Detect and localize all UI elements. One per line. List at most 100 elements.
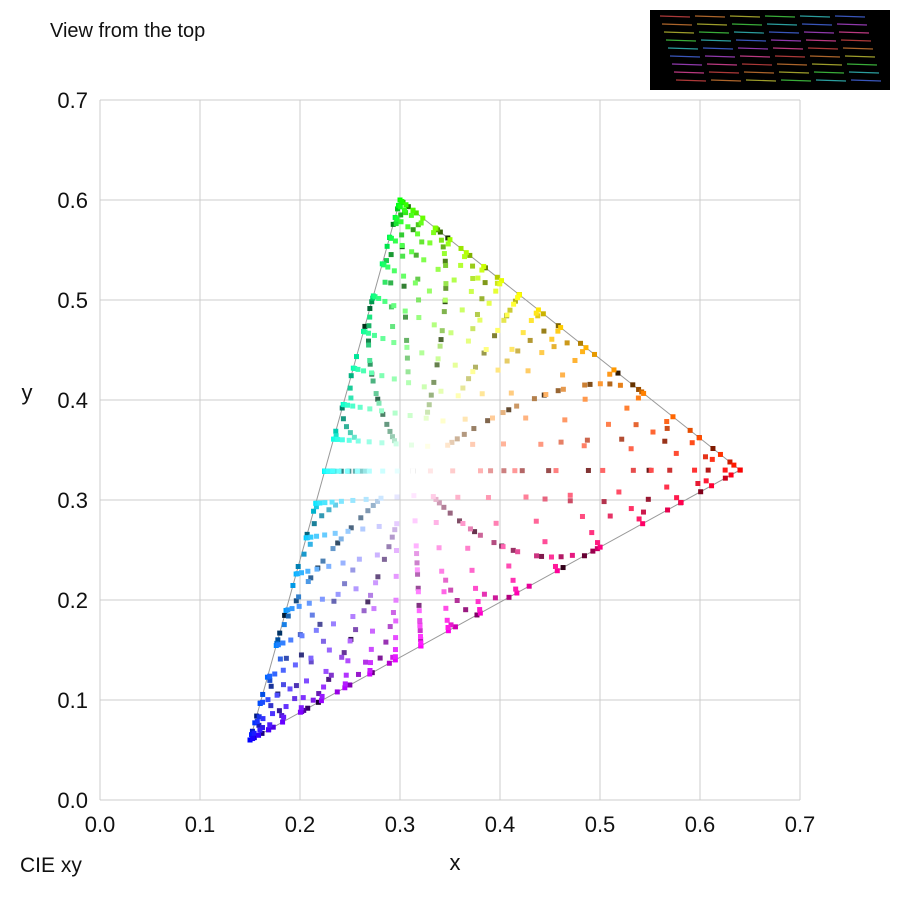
color-point (277, 656, 283, 662)
color-point (399, 232, 405, 238)
color-point (611, 367, 617, 373)
color-point (338, 498, 344, 504)
color-point (432, 225, 438, 231)
color-point (410, 468, 416, 474)
color-point (383, 258, 389, 264)
color-point (457, 518, 463, 524)
color-point (412, 280, 418, 286)
color-point (413, 210, 419, 216)
color-point (415, 231, 421, 237)
color-point (552, 563, 558, 569)
y-tick-label: 0.5 (57, 288, 88, 313)
color-point (579, 513, 585, 519)
color-point (597, 544, 603, 550)
color-point (317, 621, 323, 627)
color-point (595, 540, 601, 546)
color-point (351, 434, 357, 440)
color-point (440, 418, 446, 424)
color-point (439, 568, 445, 574)
color-point (348, 395, 354, 401)
color-point (379, 440, 385, 446)
color-point (628, 446, 634, 452)
color-point (305, 568, 311, 574)
color-point (357, 404, 363, 410)
color-point (334, 689, 340, 695)
color-point (569, 552, 575, 558)
color-point (448, 587, 454, 593)
color-point (323, 668, 329, 674)
thumbnail-line (776, 63, 808, 66)
color-point (441, 251, 447, 257)
color-point (299, 570, 305, 576)
color-point (342, 681, 348, 687)
color-point (427, 240, 433, 246)
color-point (678, 500, 684, 506)
color-point (475, 599, 481, 605)
color-point (416, 602, 422, 608)
color-point (283, 655, 289, 661)
color-point (347, 638, 353, 644)
color-point (436, 545, 442, 551)
color-point (581, 553, 587, 559)
color-point (461, 431, 467, 437)
color-point (539, 553, 545, 559)
color-point (256, 714, 262, 720)
colorspace-caption: CIE xy (20, 854, 82, 877)
color-point (737, 467, 743, 473)
color-point (276, 708, 282, 714)
color-point (515, 549, 521, 555)
color-point (664, 484, 670, 490)
color-point (443, 605, 449, 611)
thumbnail-line (671, 63, 703, 66)
color-point (607, 381, 613, 387)
color-point (287, 686, 293, 692)
color-point (444, 617, 450, 623)
thumbnail-line (768, 31, 800, 34)
color-point (363, 659, 369, 665)
color-point (285, 613, 291, 619)
color-point (389, 534, 395, 540)
color-point (345, 658, 351, 664)
thumbnail-line (848, 71, 880, 74)
color-point (354, 468, 360, 474)
color-point (601, 499, 607, 505)
color-point (414, 551, 420, 557)
color-point (381, 556, 387, 562)
color-point (275, 642, 281, 648)
color-point (247, 737, 253, 743)
color-point (368, 592, 374, 598)
color-point (333, 502, 339, 508)
color-point (512, 468, 518, 474)
color-point (687, 427, 693, 433)
color-point (633, 422, 639, 428)
color-point (393, 548, 399, 554)
color-point (343, 672, 349, 678)
color-point (493, 520, 499, 526)
color-point (248, 732, 254, 738)
color-point (425, 443, 431, 449)
color-point (280, 682, 286, 688)
color-point (696, 435, 702, 441)
color-point (420, 215, 426, 221)
color-point (431, 379, 437, 385)
thumbnail-line (700, 39, 732, 42)
color-point (392, 654, 398, 660)
color-point (355, 671, 361, 677)
color-point (318, 698, 324, 704)
color-point (506, 407, 512, 413)
color-point (277, 630, 283, 636)
color-point (558, 325, 564, 331)
color-point (322, 532, 328, 538)
color-point (330, 468, 336, 474)
color-point (539, 350, 545, 356)
color-point (362, 323, 368, 329)
color-point (251, 730, 257, 736)
color-point (731, 462, 737, 468)
color-point (259, 730, 265, 736)
color-point (377, 655, 383, 661)
color-point (488, 468, 494, 474)
color-point (419, 350, 425, 356)
color-point (372, 294, 378, 300)
color-point (392, 657, 398, 663)
color-point (470, 263, 476, 269)
